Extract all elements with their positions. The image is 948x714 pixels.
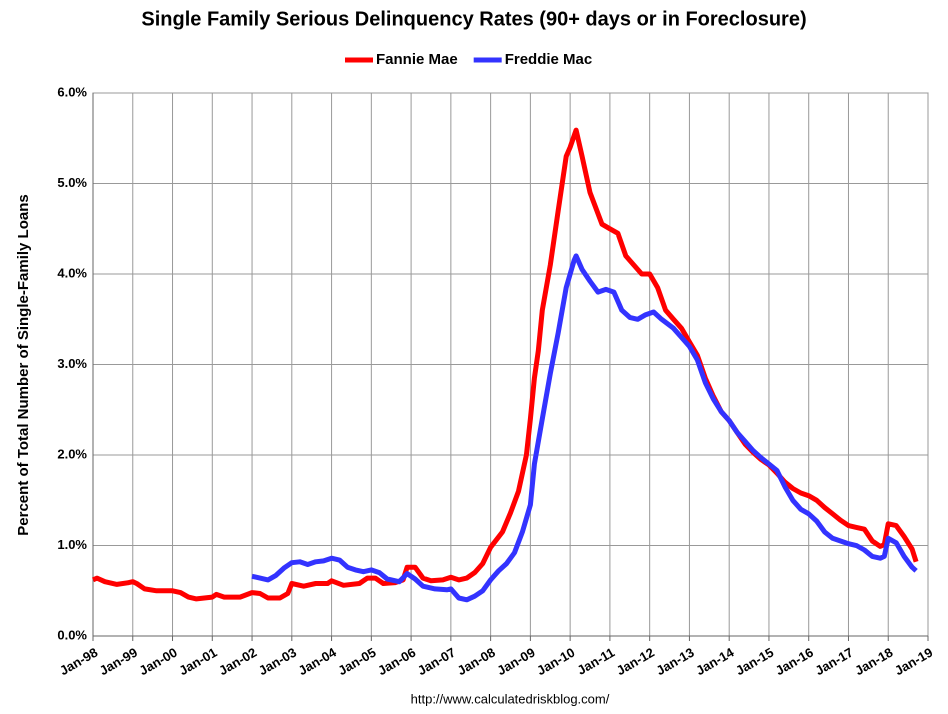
x-tick-label: Jan-09: [494, 645, 537, 679]
chart-title: Single Family Serious Delinquency Rates …: [141, 8, 806, 30]
x-tick-label: Jan-99: [97, 645, 140, 679]
x-tick-label: Jan-11: [575, 645, 618, 678]
y-axis-label: Percent of Total Number of Single-Family…: [15, 194, 32, 535]
x-tick-label: Jan-07: [415, 645, 458, 679]
x-tick-label: Jan-00: [137, 645, 180, 679]
x-tick-label: Jan-18: [852, 645, 895, 679]
x-tick-label: Jan-05: [335, 645, 378, 679]
legend-label: Fannie Mae: [376, 51, 458, 68]
legend-label: Freddie Mac: [505, 51, 593, 68]
x-tick-label: Jan-06: [375, 645, 418, 679]
y-tick-label: 6.0%: [57, 84, 87, 99]
y-tick-label: 1.0%: [57, 537, 87, 552]
x-tick-label: Jan-08: [455, 645, 498, 679]
x-tick-label: Jan-01: [176, 645, 219, 679]
y-tick-label: 3.0%: [57, 356, 87, 371]
series-line: [91, 127, 919, 602]
x-tick-label: Jan-19: [892, 645, 935, 679]
y-tick-label: 2.0%: [57, 446, 87, 461]
x-tick-label: Jan-04: [296, 644, 340, 678]
x-tick-label: Jan-15: [733, 645, 776, 679]
x-tick-label: Jan-98: [57, 645, 100, 679]
x-tick-label: Jan-03: [256, 645, 299, 679]
x-tick-label: Jan-02: [216, 645, 259, 679]
x-tick-label: Jan-14: [693, 644, 737, 678]
y-tick-label: 0.0%: [57, 627, 87, 642]
series-line: [251, 253, 918, 603]
x-tick-label: Jan-12: [614, 645, 657, 679]
x-tick-label: Jan-16: [773, 645, 816, 679]
x-tick-label: Jan-10: [534, 645, 577, 679]
x-tick-label: Jan-17: [813, 645, 856, 679]
source-note: http://www.calculatedriskblog.com/: [411, 691, 610, 706]
y-tick-label: 5.0%: [57, 175, 87, 190]
x-tick-label: Jan-13: [653, 645, 696, 679]
y-tick-label: 4.0%: [57, 265, 87, 280]
